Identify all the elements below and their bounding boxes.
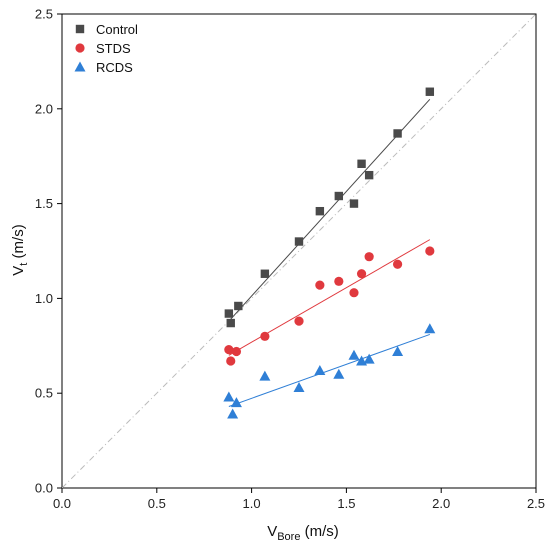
x-tick-label: 1.0 bbox=[243, 496, 261, 511]
x-tick-label: 2.0 bbox=[432, 496, 450, 511]
control-data-point bbox=[349, 199, 359, 208]
x-axis-title-main: V bbox=[267, 523, 277, 540]
y-axis-title-sub: t bbox=[18, 263, 30, 266]
stds-data-point bbox=[349, 288, 359, 298]
x-tick-label: 0.5 bbox=[148, 496, 166, 511]
stds-data-point bbox=[334, 276, 344, 286]
x-tick-label: 0.0 bbox=[53, 496, 71, 511]
rcds-data-point bbox=[348, 349, 360, 360]
stds-fit-line bbox=[228, 239, 431, 356]
x-axis-title-unit: (m/s) bbox=[300, 523, 338, 540]
rcds-data-point bbox=[293, 382, 305, 393]
stds-data-point bbox=[356, 269, 367, 279]
legend-label-stds: STDS bbox=[96, 41, 131, 56]
stds-data-point bbox=[224, 344, 234, 355]
stds-data-point bbox=[425, 246, 435, 256]
control-data-point bbox=[224, 309, 234, 318]
control-data-point bbox=[260, 269, 270, 278]
stds-data-point bbox=[226, 356, 236, 366]
stds-data-point bbox=[231, 346, 242, 357]
control-data-point bbox=[294, 237, 304, 246]
control-data-point bbox=[334, 191, 344, 201]
stds-data-point bbox=[294, 316, 304, 326]
y-tick-label: 2.5 bbox=[35, 7, 53, 22]
stds-data-point bbox=[392, 259, 403, 269]
x-axis-title-sub: Bore bbox=[277, 531, 300, 543]
rcds-data-point bbox=[392, 345, 404, 356]
y-tick-label: 1.5 bbox=[35, 196, 53, 211]
rcds-data-point bbox=[227, 408, 239, 419]
rcds-data-point bbox=[230, 397, 242, 408]
control-data-point bbox=[364, 170, 374, 180]
rcds-data-point bbox=[424, 323, 436, 334]
stds-data-point bbox=[260, 331, 270, 341]
control-data-point bbox=[315, 206, 325, 216]
legend-label-rcds: RCDS bbox=[96, 60, 133, 75]
rcds-data-point bbox=[314, 364, 326, 375]
control-data-point bbox=[393, 129, 402, 138]
y-tick-label: 0.5 bbox=[35, 386, 53, 401]
y-axis-title-main: V bbox=[10, 266, 27, 276]
stds-data-point bbox=[364, 252, 374, 262]
stds-data-point bbox=[315, 280, 325, 290]
y-axis-title: Vt (m/s) bbox=[10, 224, 30, 275]
control-data-point bbox=[226, 318, 235, 328]
y-tick-label: 1.0 bbox=[35, 291, 53, 306]
rcds-data-point bbox=[223, 391, 235, 402]
control-data-point bbox=[234, 301, 243, 311]
x-axis-title: VBore (m/s) bbox=[267, 523, 339, 543]
control-data-point bbox=[425, 87, 435, 96]
rcds-data-point bbox=[333, 368, 345, 379]
y-tick-label: 2.0 bbox=[35, 101, 53, 116]
y-axis-title-unit: (m/s) bbox=[10, 224, 27, 262]
y-tick-label: 0.0 bbox=[35, 481, 53, 496]
legend-marker-control bbox=[75, 24, 85, 34]
control-data-point bbox=[357, 159, 366, 168]
legend-label-control: Control bbox=[96, 22, 138, 37]
rcds-data-point bbox=[259, 370, 271, 381]
identity-reference-line bbox=[61, 13, 537, 489]
legend-marker-rcds bbox=[74, 61, 86, 72]
x-tick-label: 1.5 bbox=[337, 496, 355, 511]
legend-marker-stds bbox=[75, 43, 85, 53]
x-tick-label: 2.5 bbox=[527, 496, 545, 511]
plot-frame bbox=[61, 13, 537, 489]
rcds-fit-line bbox=[228, 333, 430, 407]
rcds-data-point bbox=[363, 353, 375, 364]
